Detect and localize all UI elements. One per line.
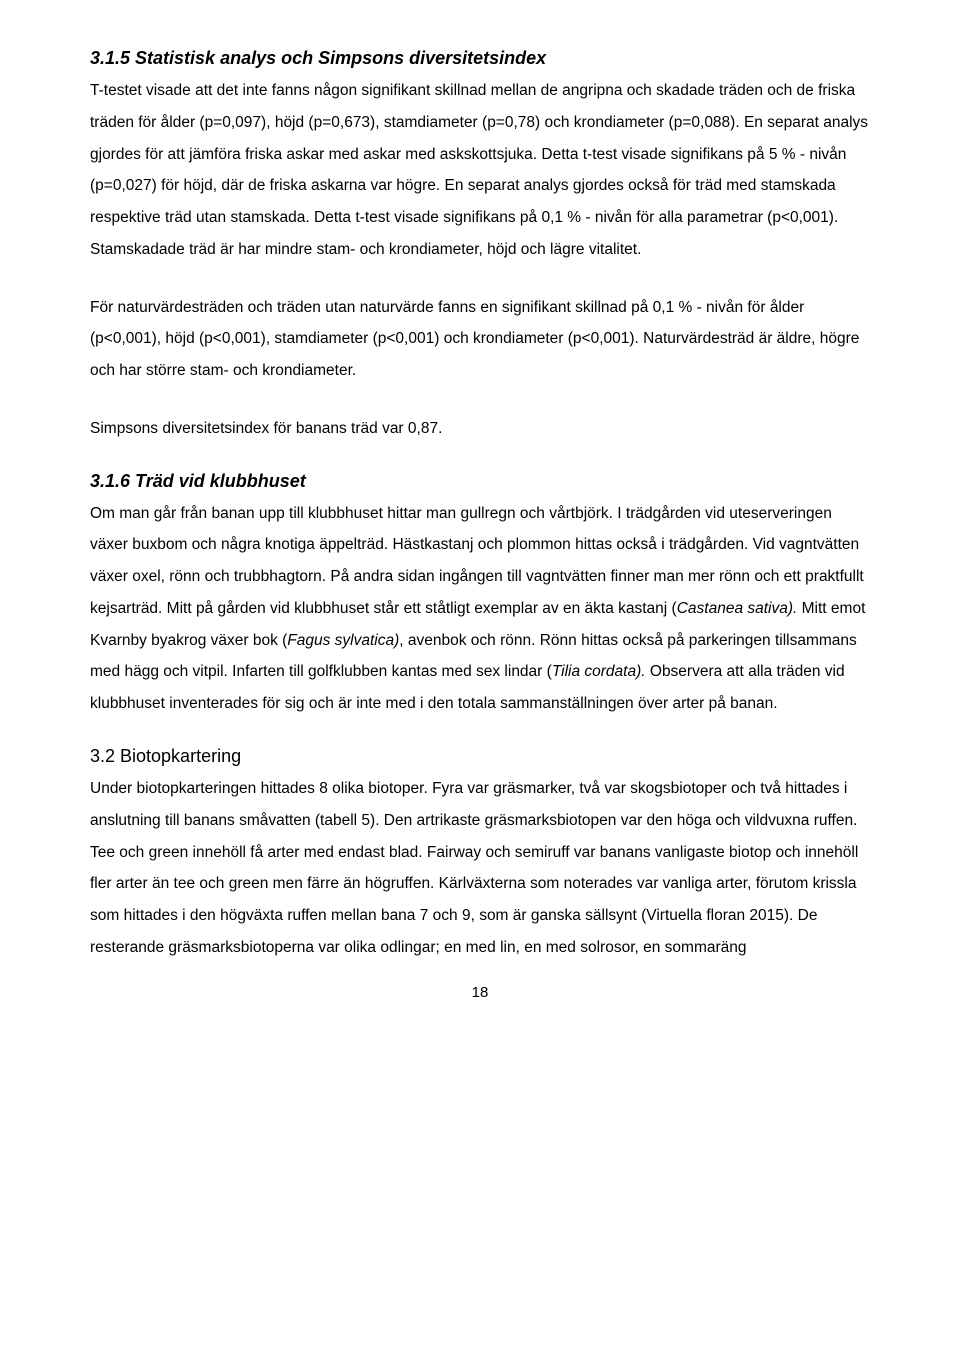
section-315-paragraph-2: För naturvärdesträden och träden utan na… <box>90 292 870 387</box>
section-315-paragraph-1: T-testet visade att det inte fanns någon… <box>90 75 870 266</box>
document-page: 3.1.5 Statistisk analys och Simpsons div… <box>0 0 960 1369</box>
section-316-heading: 3.1.6 Träd vid klubbhuset <box>90 471 870 492</box>
page-number: 18 <box>90 984 870 1001</box>
section-316-paragraph: Om man går från banan upp till klubbhuse… <box>90 498 870 720</box>
species-italic-castanea: Castanea sativa). <box>677 600 798 617</box>
section-32-heading: 3.2 Biotopkartering <box>90 746 870 767</box>
species-italic-tilia: Tilia cordata). <box>552 663 646 680</box>
section-315-paragraph-3: Simpsons diversitetsindex för banans trä… <box>90 413 870 445</box>
section-315-heading: 3.1.5 Statistisk analys och Simpsons div… <box>90 48 870 69</box>
section-32-paragraph: Under biotopkarteringen hittades 8 olika… <box>90 773 870 964</box>
species-italic-fagus: Fagus sylvatica) <box>287 632 399 649</box>
